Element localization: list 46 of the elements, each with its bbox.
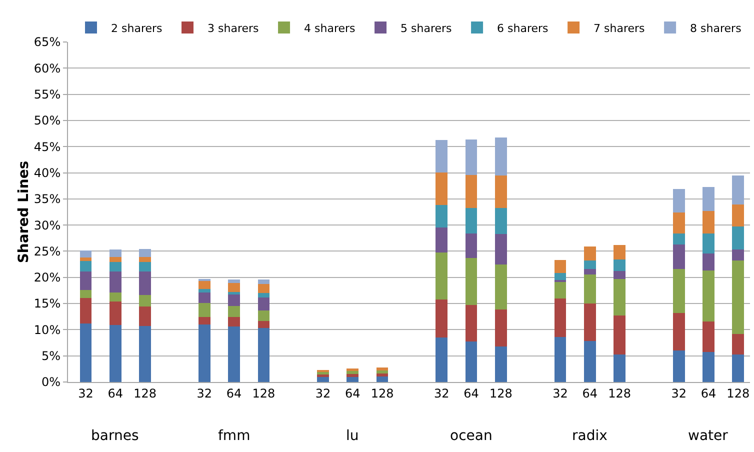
x-tick-label: 32 [78,386,94,400]
text: ocean [450,428,492,444]
x-tick-label: 64 [700,386,716,400]
y-tick-label: 5% [42,349,61,364]
text: lu [346,428,359,444]
x-tick-label: 64 [582,386,598,400]
x-tick-label: 64 [345,386,360,400]
y-tick-label: 0% [42,375,61,390]
x-tick-label: 64 [226,386,242,400]
y-tick-label: 65% [34,35,61,50]
text: barnes [91,428,139,444]
x-tick-label: 32 [671,386,686,400]
x-tick-label: 128 [608,386,631,400]
y-tick-label: 50% [34,114,61,128]
legend-label: 7 sharers [594,22,646,35]
x-tick-label: 128 [726,386,750,400]
x-tick-label: 64 [464,386,479,400]
legend-label: 3 sharers [208,22,260,35]
y-tick-label: 55% [34,88,61,102]
x-tick-label: 32 [315,386,331,400]
legend-label: 2 sharers [111,22,163,35]
y-tick-label: 45% [34,140,61,154]
legend-label: 4 sharers [304,22,356,35]
y-tick-label: 10% [34,322,61,337]
y-tick-label: 40% [34,166,61,180]
y-tick-label: 20% [34,270,61,285]
y-axis-title: Shared Lines [16,160,32,264]
text: fmm [218,428,250,444]
text: water [688,428,728,444]
x-tick-label: 128 [252,386,276,400]
x-tick-label: 128 [370,386,394,400]
x-tick-label: 32 [196,386,212,400]
y-tick-label: 15% [34,296,61,311]
x-tick-label: 128 [134,386,157,400]
legend-label: 5 sharers [400,22,452,35]
x-tick-label: 128 [489,386,512,400]
text: radix [572,428,608,444]
y-tick-label: 30% [34,218,61,232]
x-tick-label: 64 [108,386,124,400]
y-tick-label: 25% [34,244,61,258]
legend-label: 8 sharers [690,22,742,35]
x-tick-label: 32 [434,386,450,400]
x-tick-label: 32 [552,386,568,400]
y-tick-label: 60% [34,61,61,76]
y-tick-label: 35% [34,192,61,206]
legend-label: 6 sharers [497,22,549,35]
